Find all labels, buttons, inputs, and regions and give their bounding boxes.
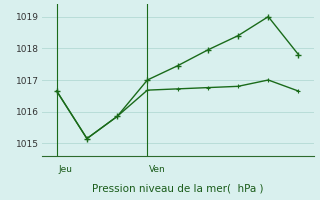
Text: Ven: Ven [149, 165, 166, 174]
Text: Pression niveau de la mer(  hPa ): Pression niveau de la mer( hPa ) [92, 183, 263, 193]
Text: Jeu: Jeu [58, 165, 72, 174]
